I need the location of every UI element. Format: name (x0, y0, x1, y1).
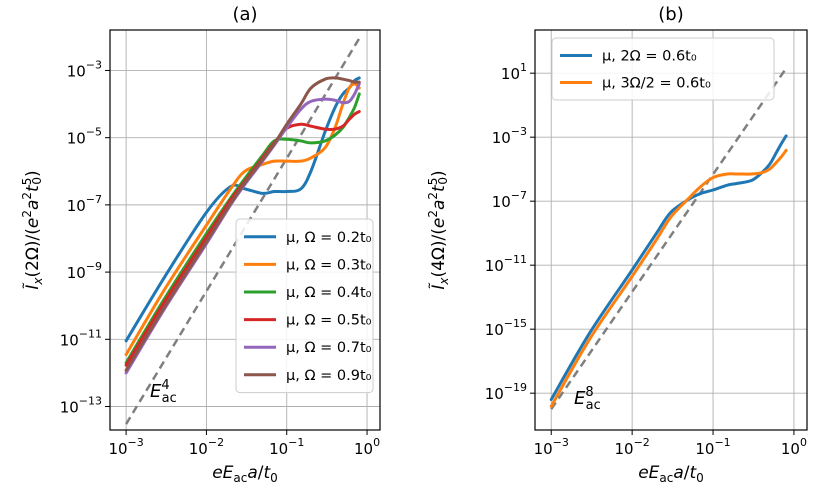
y-tick-label: 10−3 (67, 58, 102, 80)
series-line-2 (549, 148, 788, 408)
panel-a-title: (a) (232, 4, 257, 25)
y-tick-label: 10−19 (485, 381, 527, 403)
x-tick-label: 10−2 (189, 436, 224, 458)
y-tick-label: 10−3 (492, 125, 527, 147)
legend-label: μ, Ω = 0.9t₀ (286, 368, 372, 384)
panel-b-legend: μ, 2Ω = 0.6t₀ μ, 3Ω/2 = 0.6t₀ (551, 37, 775, 101)
legend-frame (235, 218, 374, 394)
panel-a-series-group (124, 76, 361, 375)
y-tick-label: 10−13 (60, 395, 102, 417)
panel-b-ticks: 10−3 10−2 10−1 100 10−19 10−15 10−11 10−7 10−3 10… (485, 61, 807, 458)
panel-a-y-axis-label: Ĩx(2Ω)/(e2a2t50) (20, 170, 45, 289)
panel-b: 10−3 10−2 10−1 100 10−19 10−15 10−11 10−7 10−3 10… (426, 4, 808, 485)
panel-a-x-axis-label: eEaca/t0 (212, 463, 278, 485)
x-tick-label: 100 (781, 436, 807, 458)
series-line-1 (549, 134, 788, 402)
legend-label: μ, Ω = 0.5t₀ (286, 313, 372, 329)
x-tick-label: 10−1 (695, 436, 730, 458)
series-line-2 (124, 82, 361, 357)
panel-a-legend: μ, Ω = 0.2t₀ μ, Ω = 0.3t₀ μ, Ω = 0.4t₀ μ, Ω… (235, 218, 374, 394)
panel-b-series-group (549, 134, 788, 408)
legend-label: μ, Ω = 0.3t₀ (286, 257, 372, 273)
x-tick-label: 10−3 (534, 436, 569, 458)
panel-b-guide-group (550, 67, 788, 410)
legend-label: μ, Ω = 0.7t₀ (286, 340, 372, 356)
panel-b-plot-frame (534, 29, 808, 431)
x-tick-label: 10−2 (614, 436, 649, 458)
y-tick-label: 10−11 (60, 327, 102, 349)
legend-label: μ, Ω = 0.2t₀ (286, 230, 372, 246)
panel-a-annotation: E4 ac (150, 378, 177, 406)
y-tick-label: 10−11 (485, 253, 527, 275)
legend-label: μ, 3Ω/2 = 0.6t₀ (602, 76, 711, 92)
y-tick-label: 101 (501, 61, 527, 83)
panel-b-title: (b) (658, 4, 683, 25)
panel-a-plot-frame (109, 29, 381, 431)
x-tick-label: 10−1 (269, 436, 304, 458)
y-tick-label: 10−9 (67, 260, 102, 282)
panel-b-annotation: E8 ac (574, 385, 601, 413)
legend-label: μ, 2Ω = 0.6t₀ (602, 49, 697, 65)
y-tick-label: 10−15 (485, 317, 527, 339)
panel-a-ticks: 10−3 10−2 10−1 100 10−13 10−11 10−9 10−7 10−5 10−… (60, 58, 380, 458)
panel-a: 10−3 10−2 10−1 100 10−13 10−11 10−9 10−7 10−5 10−… (20, 4, 381, 485)
legend-label: μ, Ω = 0.4t₀ (286, 285, 372, 301)
y-tick-label: 10−7 (67, 193, 102, 215)
panel-b-y-axis-label: Ĩx(4Ω)/(e2a2t50) (426, 170, 451, 289)
x-tick-label: 10−3 (108, 436, 143, 458)
x-tick-label: 100 (354, 436, 380, 458)
y-tick-label: 10−7 (492, 189, 527, 211)
series-line-4 (124, 110, 361, 367)
series-line-1 (124, 76, 361, 343)
y-tick-label: 10−5 (67, 126, 102, 148)
reference-guide-line (550, 67, 788, 410)
panel-b-x-axis-label: eEaca/t0 (638, 463, 704, 485)
series-line-6 (124, 76, 361, 372)
legend-frame (551, 37, 775, 101)
